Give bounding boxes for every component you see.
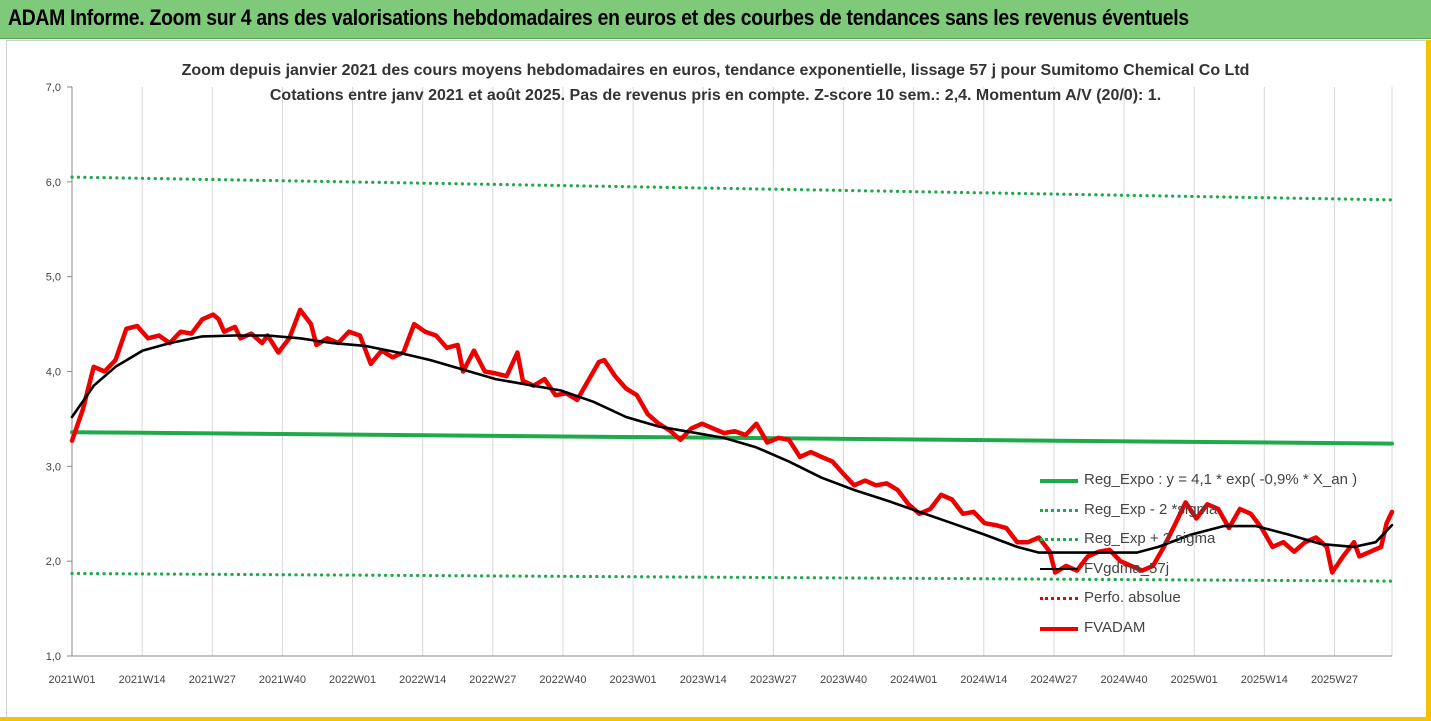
chart-frame (6, 40, 1427, 719)
legend-label: FVgdma_57j (1084, 559, 1170, 577)
x-tick-label: 2022W27 (469, 674, 516, 686)
y-tick-label: 7,0 (46, 82, 61, 94)
x-tick-label: 2021W40 (259, 674, 306, 686)
chart-subtitle: Cotations entre janv 2021 et août 2025. … (269, 87, 1162, 104)
legend-label: Reg_Exp - 2 *sigma (1084, 500, 1218, 518)
y-tick-label: 1,0 (46, 651, 61, 663)
x-tick-label: 2022W01 (329, 674, 376, 686)
x-tick-label: 2021W01 (48, 674, 95, 686)
legend-item: FVgdma_57j (1038, 560, 1418, 590)
legend-swatch (1040, 538, 1078, 542)
series-line-5 (69, 307, 1395, 575)
frame-edge-right (1426, 40, 1431, 721)
x-tick-label: 2024W27 (1030, 674, 1077, 686)
x-tick-label: 2023W01 (610, 674, 657, 686)
legend-item: Reg_Expo : y = 4,1 * exp( -0,9% * X_an ) (1038, 471, 1418, 501)
x-tick-label: 2022W14 (399, 674, 446, 686)
x-tick-label: 2022W40 (539, 674, 586, 686)
x-tick-label: 2023W14 (680, 674, 727, 686)
x-tick-label: 2025W27 (1311, 674, 1358, 686)
series-line-2 (70, 175, 1394, 202)
series-line-3 (70, 334, 1394, 554)
legend-label: FVADAM (1084, 618, 1146, 636)
x-tick-label: 2024W01 (890, 674, 937, 686)
chart-legend: Reg_Expo : y = 4,1 * exp( -0,9% * X_an )… (1038, 471, 1418, 649)
legend-item: Reg_Exp + 2 sigma (1038, 530, 1418, 560)
y-tick-label: 4,0 (46, 367, 61, 379)
x-tick-label: 2023W40 (820, 674, 867, 686)
x-tick-label: 2023W27 (750, 674, 797, 686)
legend-swatch (1040, 567, 1078, 570)
x-tick-label: 2021W14 (119, 674, 166, 686)
y-tick-label: 5,0 (46, 272, 61, 284)
legend-swatch (1040, 479, 1078, 483)
legend-swatch (1040, 508, 1078, 512)
legend-item: Reg_Exp - 2 *sigma (1038, 501, 1418, 531)
x-tick-label: 2025W01 (1171, 674, 1218, 686)
legend-swatch (1040, 626, 1078, 631)
legend-label: Reg_Expo : y = 4,1 * exp( -0,9% * X_an ) (1084, 471, 1358, 488)
x-tick-label: 2021W27 (189, 674, 236, 686)
chart-title: Zoom depuis janvier 2021 des cours moyen… (181, 62, 1250, 79)
x-tick-label: 2024W40 (1101, 674, 1148, 686)
legend-item: Perfo. absolue (1038, 589, 1418, 619)
x-tick-label: 2025W14 (1241, 674, 1288, 686)
series-line-1 (70, 571, 1394, 583)
legend-label: Reg_Exp + 2 sigma (1084, 530, 1216, 548)
series-line-0 (70, 430, 1394, 446)
x-tick-label: 2024W14 (960, 674, 1007, 686)
legend-swatch (1040, 597, 1078, 601)
y-tick-label: 6,0 (46, 177, 61, 189)
y-tick-label: 3,0 (46, 461, 61, 473)
report-header: ADAM Informe. Zoom sur 4 ans des valoris… (0, 0, 1431, 39)
frame-edge-bottom (0, 717, 1431, 721)
legend-item: FVADAM (1038, 619, 1418, 649)
y-tick-label: 2,0 (46, 556, 61, 568)
legend-label: Perfo. absolue (1084, 589, 1181, 607)
report-title: ADAM Informe. Zoom sur 4 ans des valoris… (8, 5, 1189, 30)
